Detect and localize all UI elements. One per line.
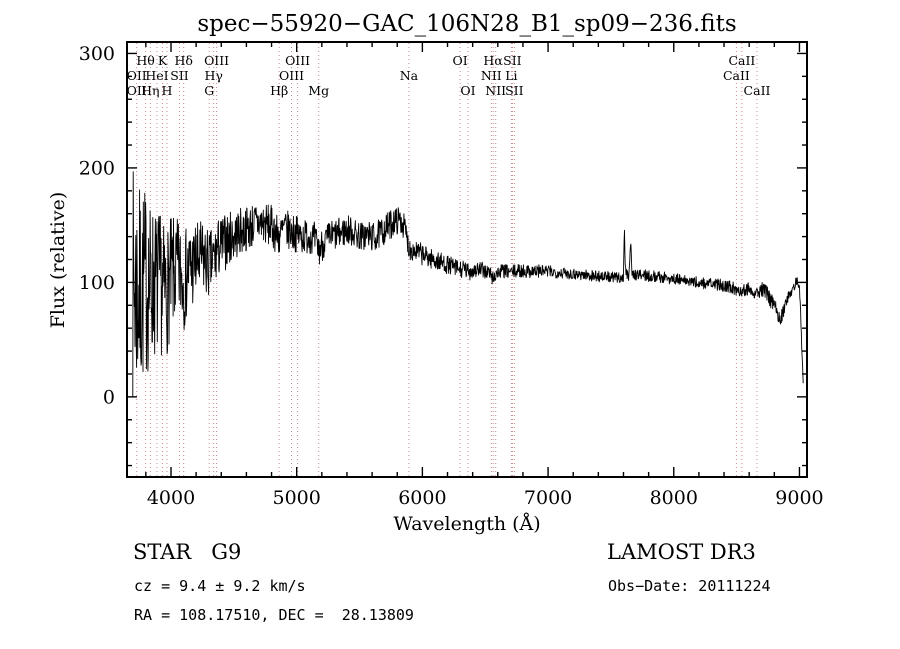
x-axis-label: Wavelength (Å) [393,513,540,535]
spectral-line-label: CaII [728,53,755,68]
chart-title: spec−55920−GAC_106N28_B1_sp09−236.fits [197,11,736,37]
spectral-line-label: NII [481,68,502,83]
spectral-line-label: SII [170,68,189,83]
y-axis-label: Flux (relative) [47,192,69,329]
x-tick-label: 6000 [398,487,446,509]
spectral-line-label: Hα [483,53,503,68]
x-tick-label: 7000 [524,487,572,509]
spectrum-line [131,171,804,398]
x-tick-label: 5000 [273,487,321,509]
spectral-line-label: H [162,83,173,98]
spectral-line-label: OII [127,83,147,98]
spectral-line-label: Li [505,68,517,83]
spectral-line-label: Hθ [136,53,154,68]
spectral-line-label: SII [505,83,524,98]
spectral-line-label: Hγ [205,68,223,83]
spectral-line-label: Hβ [270,83,288,98]
y-tick-label: 200 [79,157,115,179]
spectral-line-label: SII [503,53,522,68]
y-tick-label: 300 [79,43,115,65]
object-class-label: STAR G9 [133,540,242,564]
spectral-line-label: Mg [308,83,329,98]
spectral-line-label: K [158,53,168,68]
spectral-line-label: OII [127,68,147,83]
spectral-line-label: Hη [141,83,159,98]
ra-dec-value: RA = 108.17510, DEC = 28.13809 [134,606,414,624]
y-tick-label: 100 [79,272,115,294]
spectral-line-label: Hδ [174,53,192,68]
spectral-line-label: NII [485,83,506,98]
x-tick-label: 8000 [650,487,698,509]
axis-ticks: 4000 5000 6000 7000 8000 9000 0 100 200 300 [79,42,824,509]
spectral-line-label: OI [460,83,475,98]
spectral-line-label: Na [400,68,419,83]
spectral-line-label: CaII [723,68,750,83]
plot-frame [126,41,808,478]
y-tick-label: 0 [103,386,115,408]
spectral-line-label: G [204,83,214,98]
obs-date-value: Obs−Date: 20111224 [608,577,771,595]
spectral-line-label: OIII [285,53,310,68]
spectral-line-label: OIII [204,53,229,68]
spectral-line-label: HeI [145,68,168,83]
spectral-line-label: OIII [279,68,304,83]
cz-value: cz = 9.4 ± 9.2 km/s [134,577,306,595]
x-tick-label: 4000 [147,487,195,509]
survey-label: LAMOST DR3 [607,540,756,564]
spectral-line-label: OI [453,53,468,68]
x-tick-label: 9000 [775,487,823,509]
spectral-line-label: CaII [744,83,771,98]
